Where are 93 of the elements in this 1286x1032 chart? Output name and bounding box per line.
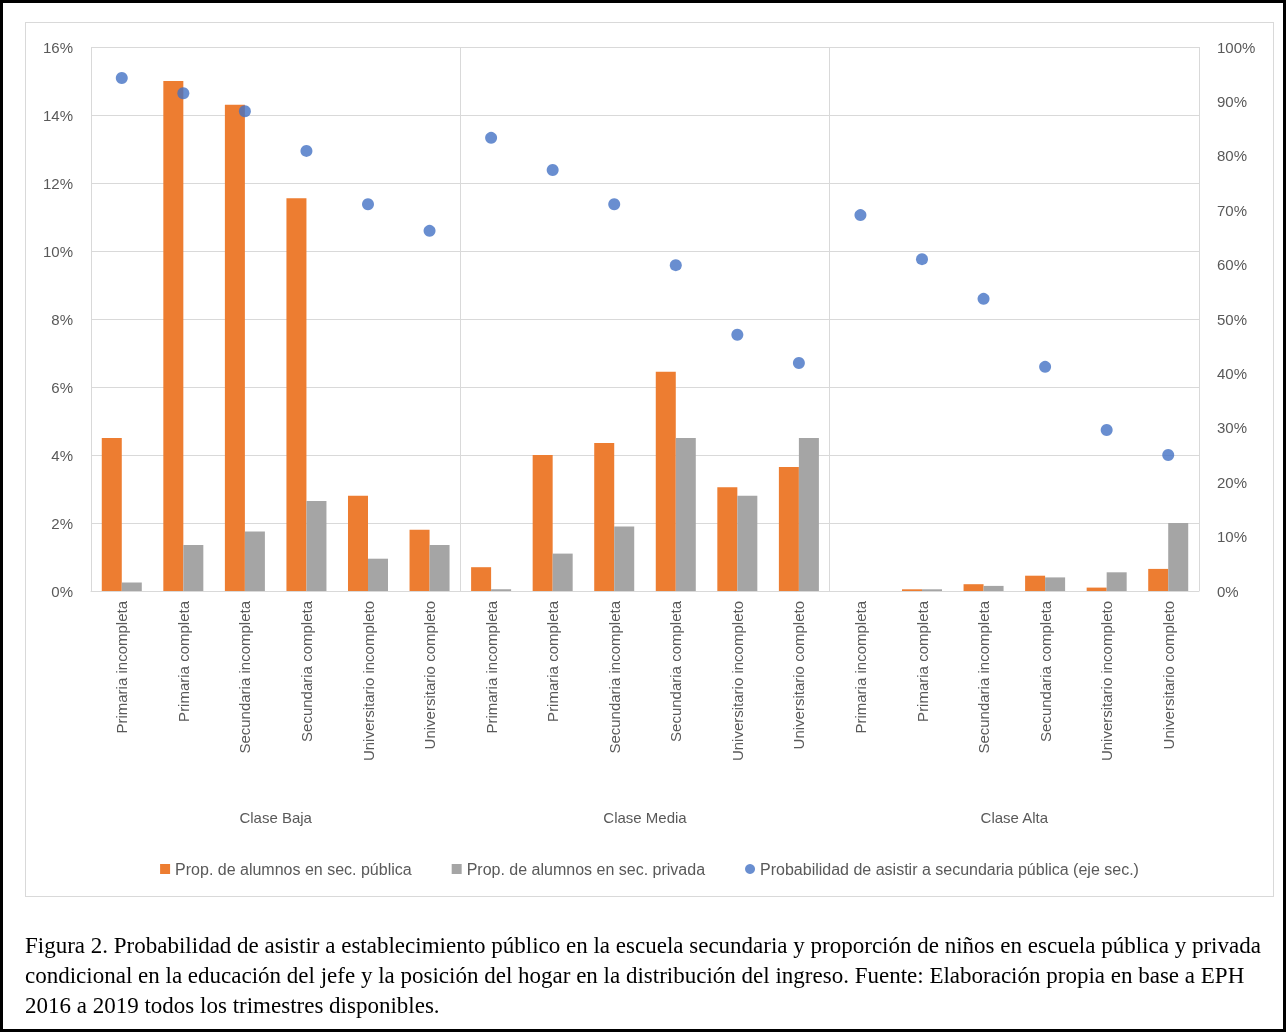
y-tick-label: 10% — [42, 242, 73, 260]
bar — [306, 500, 327, 591]
x-tick-label: Primaria incompleta — [482, 600, 500, 734]
bar — [798, 438, 819, 591]
x-tick-label: Universitario completo — [790, 601, 808, 750]
bar — [1045, 577, 1066, 591]
bar — [244, 531, 265, 591]
x-tick-label: Primaria completa — [174, 600, 192, 722]
x-tick-label: Universitario incompleto — [359, 601, 377, 762]
point — [423, 224, 436, 237]
y-tick-label: 0% — [51, 582, 73, 600]
bar — [286, 198, 307, 591]
point — [1039, 360, 1052, 373]
point — [238, 105, 251, 118]
point — [1162, 449, 1175, 461]
y2-tick-label: 40% — [1217, 364, 1248, 382]
y2-tick-label: 90% — [1217, 92, 1248, 110]
y2-tick-label: 80% — [1217, 147, 1248, 165]
legend-label: Prop. de alumnos en sec. privada — [466, 860, 706, 878]
bar — [675, 438, 696, 591]
bar — [471, 567, 492, 591]
y2-tick-label: 20% — [1217, 473, 1248, 491]
y-tick-label: 8% — [51, 310, 73, 328]
y-tick-label: 14% — [42, 106, 73, 124]
point — [916, 253, 928, 266]
y2-tick-label: 70% — [1217, 201, 1248, 219]
y-tick-label: 2% — [51, 514, 73, 532]
y-tick-label: 6% — [51, 378, 73, 396]
y2-tick-label: 60% — [1217, 256, 1248, 274]
y2-tick-label: 30% — [1217, 419, 1248, 437]
point — [546, 163, 559, 176]
bar — [963, 584, 984, 591]
point — [485, 131, 498, 144]
y2-tick-label: 50% — [1217, 310, 1248, 328]
bar — [368, 558, 389, 591]
bar — [1168, 523, 1189, 591]
x-tick-label: Primaria incompleta — [113, 600, 131, 734]
bar — [101, 438, 122, 591]
y-tick-label: 12% — [42, 174, 73, 192]
bar — [224, 104, 245, 591]
bar — [614, 526, 635, 591]
y2-tick-label: 10% — [1217, 528, 1248, 546]
point — [1100, 423, 1113, 436]
bar — [655, 371, 676, 591]
point — [115, 72, 128, 84]
x-tick-label: Primaria completa — [913, 600, 931, 722]
text: Figura 2. Probabilidad de asistir a establecimiento público en la escuela secundaria y proporción de niños en escuela pública y privada condicional en la educación del jefe y la posición del hogar en la distribución del ingreso. Fuente: Elaboración propia en base a EPH 2016 a 2019 todos los trimestres disponibles. — [25, 932, 1262, 1020]
point — [362, 198, 374, 211]
bar — [347, 495, 368, 591]
bar — [429, 545, 450, 591]
bar — [121, 582, 142, 591]
legend-label: Prop. de alumnos en sec. pública — [175, 860, 412, 878]
text: Clase Alta — [980, 809, 1049, 826]
bar — [778, 466, 799, 591]
x-tick-label: Secundaria completa — [667, 600, 685, 742]
y-tick-label: 4% — [51, 446, 73, 464]
text: Clase Media — [603, 809, 688, 826]
x-tick-label: Secundaria incompleta — [605, 600, 623, 754]
point — [854, 209, 867, 222]
point — [177, 87, 190, 100]
bar — [552, 553, 573, 591]
point — [608, 198, 621, 211]
legend-label: Probabilidad de asistir a secundaria pública (eje sec.) — [760, 860, 1139, 878]
bar — [1106, 572, 1127, 591]
point — [300, 144, 313, 157]
bar — [163, 81, 184, 591]
bar — [717, 487, 738, 591]
x-tick-label: Universitario completo — [421, 601, 439, 750]
bar — [1148, 568, 1169, 591]
point — [977, 292, 990, 305]
point — [731, 328, 744, 341]
bar — [737, 495, 758, 591]
text: Clase Baja — [239, 809, 313, 826]
x-tick-label: Secundaria incompleta — [236, 600, 254, 754]
x-tick-label: Primaria completa — [544, 600, 562, 722]
x-tick-label: Universitario completo — [1159, 601, 1177, 750]
bar — [1025, 575, 1046, 591]
x-tick-label: Secundaria completa — [297, 600, 315, 742]
point — [669, 259, 682, 272]
bar — [409, 529, 430, 591]
x-tick-label: Primaria incompleta — [851, 600, 869, 734]
bar — [532, 455, 553, 591]
bar — [594, 443, 615, 591]
x-tick-label: Secundaria incompleta — [975, 600, 993, 754]
y2-tick-label: 0% — [1217, 582, 1239, 600]
bar — [183, 545, 204, 591]
y2-tick-label: 100% — [1217, 38, 1256, 56]
x-tick-label: Secundaria completa — [1036, 600, 1054, 742]
y-tick-label: 16% — [42, 38, 73, 56]
point — [792, 357, 805, 370]
x-tick-label: Universitario incompleto — [728, 601, 746, 762]
bar — [983, 585, 1004, 591]
x-tick-label: Universitario incompleto — [1098, 601, 1116, 762]
